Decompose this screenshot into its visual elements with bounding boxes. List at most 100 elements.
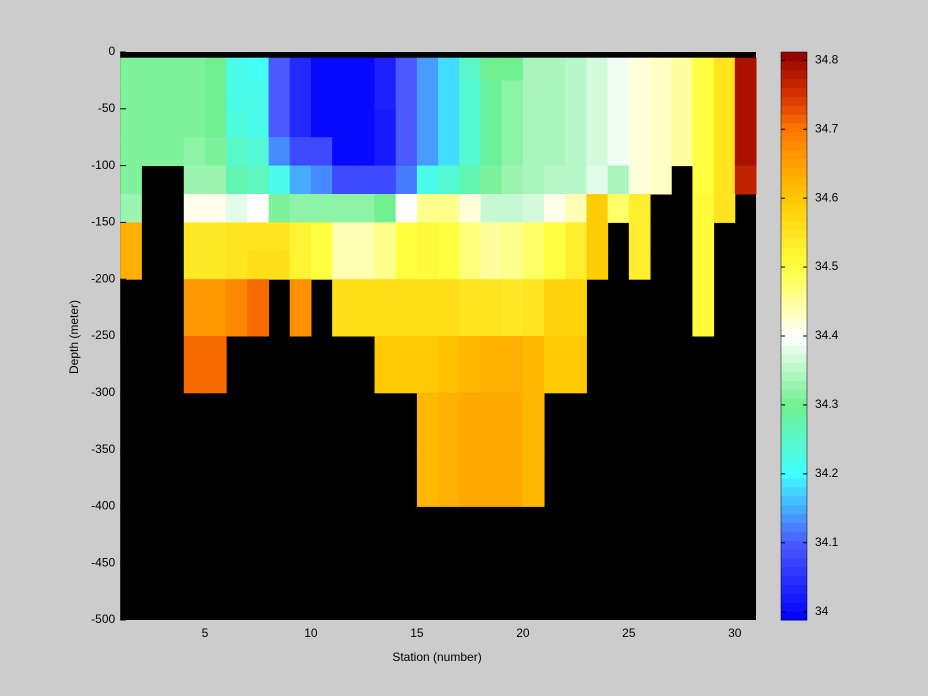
- heatmap-cell: [565, 222, 587, 252]
- heatmap-cell: [247, 57, 270, 81]
- colorbar-swatch: [781, 291, 807, 301]
- colorbar-swatch: [781, 522, 807, 532]
- heatmap-cell: [162, 108, 185, 138]
- heatmap-cell: [268, 108, 291, 138]
- heatmap-cell: [183, 57, 206, 81]
- heatmap-cell: [480, 57, 503, 81]
- heatmap-cell: [310, 137, 333, 167]
- heatmap-cell: [607, 108, 630, 138]
- heatmap-cell: [395, 57, 418, 81]
- heatmap-cell: [289, 279, 312, 337]
- heatmap-cell: [628, 108, 651, 138]
- heatmap-cell: [522, 336, 545, 394]
- heatmap-cell: [692, 137, 715, 167]
- colorbar-swatch: [781, 575, 807, 585]
- heatmap-cell: [332, 194, 354, 223]
- heatmap-cell: [565, 137, 587, 167]
- heatmap-cell: [226, 108, 248, 138]
- colorbar-swatch: [781, 158, 807, 168]
- heatmap-cell: [459, 108, 481, 138]
- heatmap-cell: [247, 279, 270, 337]
- heatmap-cell: [141, 137, 164, 167]
- heatmap-cell: [650, 57, 672, 81]
- heatmap-cell: [247, 250, 270, 280]
- heatmap-cell: [120, 108, 142, 138]
- heatmap-cell: [268, 194, 291, 223]
- colorbar-tick-label: 34.1: [815, 535, 839, 549]
- heatmap-cell: [565, 80, 587, 110]
- heatmap-cell: [501, 137, 524, 167]
- colorbar-swatch: [781, 185, 807, 195]
- colorbar-swatch: [781, 415, 807, 426]
- colorbar-tick-label: 34.6: [815, 190, 839, 204]
- heatmap-cell: [459, 279, 481, 337]
- heatmap-cell: [120, 222, 142, 252]
- colorbar-swatch: [781, 202, 807, 213]
- y-tick-label: -100: [91, 158, 115, 172]
- heatmap-cell: [310, 108, 333, 138]
- heatmap-cell: [416, 165, 439, 195]
- heatmap-cell: [310, 194, 333, 223]
- colorbar-swatch: [781, 149, 807, 159]
- colorbar-swatch: [781, 495, 807, 506]
- heatmap-cell: [671, 108, 693, 138]
- colorbar-swatch: [781, 602, 807, 612]
- colorbar-swatch: [781, 362, 807, 372]
- heatmap-cell: [501, 250, 524, 280]
- y-tick-label: 0: [109, 44, 116, 58]
- heatmap-cell: [416, 108, 439, 138]
- heatmap-cell: [416, 392, 439, 451]
- heatmap-cell: [353, 279, 376, 337]
- heatmap-cell: [438, 449, 460, 507]
- heatmap-cell: [416, 80, 439, 110]
- heatmap-cell: [120, 137, 142, 167]
- heatmap-cell: [120, 250, 142, 280]
- colorbar-swatch: [781, 442, 807, 452]
- colorbar-swatch: [781, 140, 807, 151]
- heatmap-cell: [226, 80, 248, 110]
- heatmap-cell: [671, 137, 693, 167]
- colorbar-swatch: [781, 398, 807, 408]
- heatmap-cell: [692, 57, 715, 81]
- colorbar-swatch: [781, 424, 807, 435]
- colorbar-swatch: [781, 96, 807, 106]
- heatmap-cell: [480, 250, 503, 280]
- heatmap-cell: [586, 57, 609, 81]
- heatmap-cell: [268, 80, 291, 110]
- heatmap-cell: [692, 80, 715, 110]
- heatmap-cell: [226, 165, 248, 195]
- heatmap-cell: [586, 108, 609, 138]
- y-tick-label: -200: [91, 271, 115, 285]
- colorbar-swatch: [781, 336, 807, 346]
- heatmap-cell: [734, 57, 757, 81]
- heatmap-cell: [183, 80, 206, 110]
- heatmap-cell: [522, 449, 545, 507]
- colorbar-swatch: [781, 300, 807, 310]
- heatmap-cell: [247, 194, 270, 223]
- y-tick-label: -300: [91, 385, 115, 399]
- heatmap-cell: [501, 80, 524, 110]
- heatmap-cell: [395, 80, 418, 110]
- colorbar-swatch: [781, 256, 807, 266]
- heatmap-cell: [204, 250, 227, 280]
- heatmap-cell: [204, 80, 227, 110]
- heatmap-cell: [438, 336, 460, 394]
- heatmap-cell: [522, 194, 545, 223]
- y-axis-label: Depth (meter): [67, 300, 81, 374]
- colorbar-swatch: [781, 105, 807, 115]
- x-tick-label: 10: [304, 626, 318, 640]
- heatmap-cell: [438, 108, 460, 138]
- heatmap-cell: [162, 137, 185, 167]
- colorbar-swatch: [781, 504, 807, 514]
- heatmap-cell: [353, 222, 376, 252]
- heatmap-cell: [268, 165, 291, 195]
- heatmap-cell: [544, 57, 566, 81]
- heatmap-cell: [332, 279, 354, 337]
- heatmap-cell: [416, 57, 439, 81]
- heatmap-cell: [628, 222, 651, 252]
- heatmap-cell: [586, 165, 609, 195]
- heatmap-cell: [438, 250, 460, 280]
- heatmap-cell: [374, 137, 397, 167]
- heatmap-cell: [247, 137, 270, 167]
